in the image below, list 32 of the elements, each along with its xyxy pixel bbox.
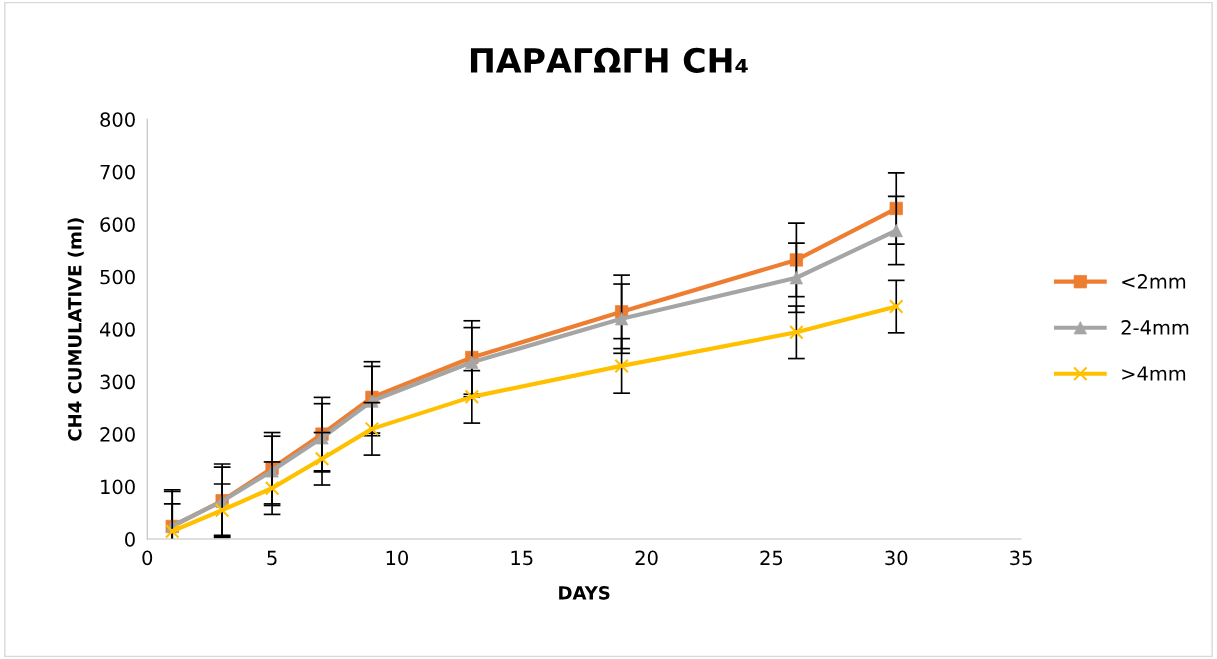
- x-tick-label: 0: [142, 550, 153, 566]
- point: [264, 480, 280, 496]
- point: [888, 299, 904, 314]
- y-tick-label: 800: [100, 112, 135, 127]
- y-tick-label: 500: [100, 269, 135, 285]
- point: [314, 451, 330, 467]
- y-tick-label: 700: [100, 164, 135, 180]
- y-tick-label: 600: [100, 217, 135, 232]
- point: [789, 325, 804, 340]
- y-tick-label: 100: [101, 479, 135, 495]
- x-tick-label: 10: [386, 550, 408, 566]
- x-tick-label: 25: [760, 550, 783, 566]
- point: [214, 502, 230, 518]
- y-tick-label: 300: [100, 374, 135, 390]
- chart-title: ΠΑΡΑΓΩΓΗ CH₄: [470, 47, 748, 73]
- point: [464, 389, 480, 405]
- legend-label: 2-4mm: [1121, 320, 1189, 335]
- x-tick-label: 5: [267, 550, 277, 566]
- y-axis-title: CH4 CUMULATIVE (ml): [67, 218, 84, 441]
- legend-label: <2mm: [1122, 274, 1186, 289]
- x-tick-label: 35: [1010, 550, 1032, 566]
- legend-label: >4mm: [1122, 366, 1186, 381]
- y-tick-label: 400: [99, 322, 135, 337]
- x-tick-label: 15: [511, 550, 533, 566]
- point: [614, 358, 629, 374]
- point: [164, 523, 180, 539]
- y-tick-label: 200: [100, 427, 135, 442]
- y-tick-label: 0: [125, 532, 135, 547]
- point: [364, 421, 380, 437]
- x-axis-title: DAYS: [559, 585, 610, 600]
- x-tick-label: 20: [635, 550, 658, 566]
- x-tick-label: 30: [885, 550, 908, 566]
